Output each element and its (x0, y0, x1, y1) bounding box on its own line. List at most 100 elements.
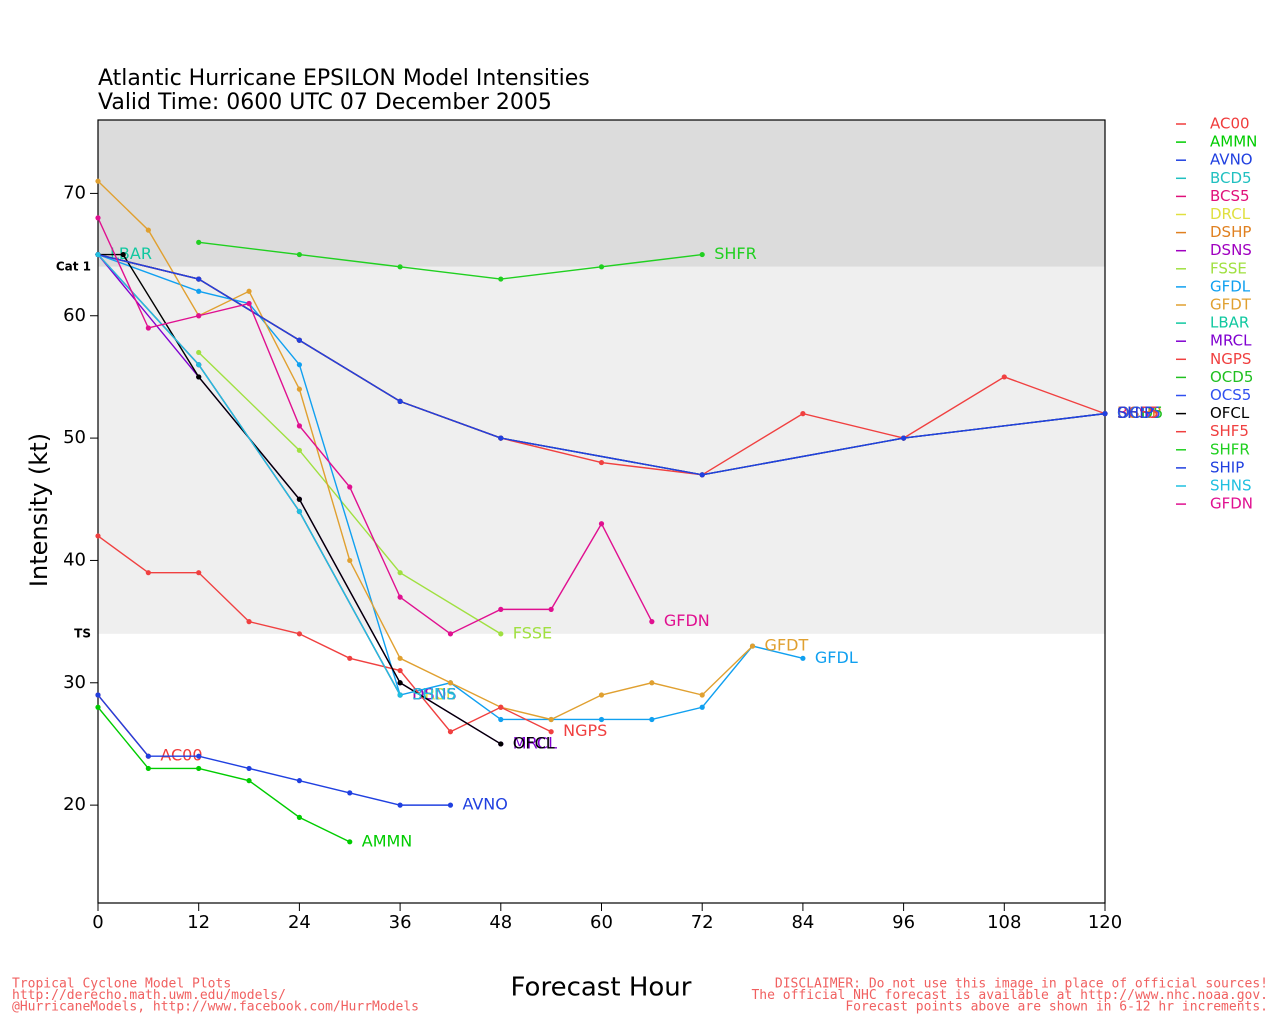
footer-right: The official NHC forecast is available a… (751, 988, 1268, 1003)
data-point (397, 680, 403, 686)
data-point (749, 643, 756, 649)
y-tick-label: 70 (63, 182, 86, 203)
series-end-label: LBAR (110, 244, 152, 263)
data-point (1001, 374, 1007, 380)
data-point (498, 276, 504, 282)
legend-label: DRCL (1210, 205, 1251, 223)
series-end-label: SHNS (412, 685, 456, 704)
footer-right: DISCLAIMER: Do not use this image in pla… (775, 977, 1268, 992)
series-end-label: SHF5 (1117, 403, 1159, 422)
legend-label: AVNO (1210, 151, 1253, 169)
data-point (397, 398, 403, 404)
series-end-label: MRCL (513, 733, 557, 752)
series-end-label: SHFR (714, 244, 757, 263)
data-point (95, 178, 101, 184)
y-tick-label: 30 (63, 672, 86, 693)
series-line (97, 706, 351, 843)
legend-label: SHFR (1210, 440, 1250, 458)
series-line (97, 694, 451, 806)
data-point (649, 619, 655, 625)
series-end-label: SHIP (1117, 403, 1154, 422)
series-end-label: GFDN (664, 611, 710, 630)
data-point (145, 227, 151, 233)
x-tick-label: 72 (691, 912, 714, 933)
data-point (397, 692, 403, 698)
data-point (598, 459, 605, 466)
x-tick-label: 84 (791, 912, 814, 933)
data-point (246, 765, 252, 772)
legend-label: AMMN (1210, 133, 1257, 151)
data-point (246, 778, 252, 784)
series-line (97, 253, 1106, 476)
series-line (198, 241, 703, 280)
data-point (347, 484, 353, 490)
legend-label: SHNS (1210, 477, 1252, 495)
data-point (120, 251, 126, 258)
legend-label: SHIP (1210, 458, 1244, 476)
legend-label: GFDT (1210, 296, 1252, 314)
data-point (196, 765, 202, 772)
x-tick-label: 24 (288, 912, 311, 933)
data-point (498, 704, 504, 710)
data-point (296, 337, 302, 343)
x-tick-label: 96 (892, 912, 915, 933)
series-end-label: AVNO (462, 795, 507, 814)
series-end-label: DSHP (1117, 403, 1162, 422)
series-end-label: AC00 (160, 746, 202, 765)
data-point (196, 276, 202, 282)
data-point (95, 533, 101, 539)
data-point (699, 472, 705, 478)
data-point (296, 496, 302, 502)
data-point (196, 349, 202, 356)
x-tick-label: 48 (489, 912, 512, 933)
data-point (800, 655, 806, 661)
legend-label: DSNS (1210, 241, 1252, 259)
legend-label: AC00 (1210, 115, 1250, 133)
data-point (196, 374, 202, 380)
legend-label: MRCL (1210, 332, 1252, 350)
y-tick-label: 60 (63, 305, 86, 326)
data-point (296, 508, 302, 515)
data-point (598, 521, 605, 527)
data-point (498, 741, 504, 747)
series-line (97, 180, 754, 721)
data-point (447, 729, 454, 735)
data-point (397, 802, 403, 808)
data-point (447, 680, 454, 686)
data-point (498, 435, 504, 441)
data-point (498, 606, 504, 612)
data-point (296, 778, 302, 784)
x-tick-label: 108 (987, 912, 1021, 933)
data-point (1102, 411, 1108, 417)
y-tick-label: 50 (63, 427, 86, 448)
data-point (196, 288, 202, 294)
data-point (196, 362, 202, 368)
data-point (397, 570, 403, 576)
data-point (296, 631, 302, 637)
legend-label: DSHP (1210, 223, 1251, 241)
data-point (296, 362, 302, 368)
data-point (699, 692, 705, 698)
data-point (95, 692, 101, 698)
y-tick-label: 20 (63, 794, 86, 815)
data-point (397, 594, 403, 600)
legend-label: NGPS (1210, 350, 1251, 368)
data-point (649, 680, 655, 686)
data-point (699, 251, 705, 258)
legend-label: OCS5 (1210, 386, 1251, 404)
data-point (548, 729, 554, 735)
series-end-label: OCS5 (1117, 403, 1161, 422)
data-point (498, 631, 504, 637)
data-point (95, 704, 101, 710)
data-point (347, 839, 353, 845)
data-point (800, 411, 806, 417)
data-point (498, 716, 504, 723)
data-point (699, 704, 705, 710)
series-end-label: OFCL (513, 733, 555, 752)
data-point (296, 447, 302, 453)
series-end-label: BCS5 (1117, 403, 1159, 422)
series-end-label: FSSE (513, 623, 552, 642)
chart-title: Atlantic Hurricane EPSILON Model Intensi… (98, 66, 590, 91)
x-tick-label: 120 (1088, 912, 1122, 933)
